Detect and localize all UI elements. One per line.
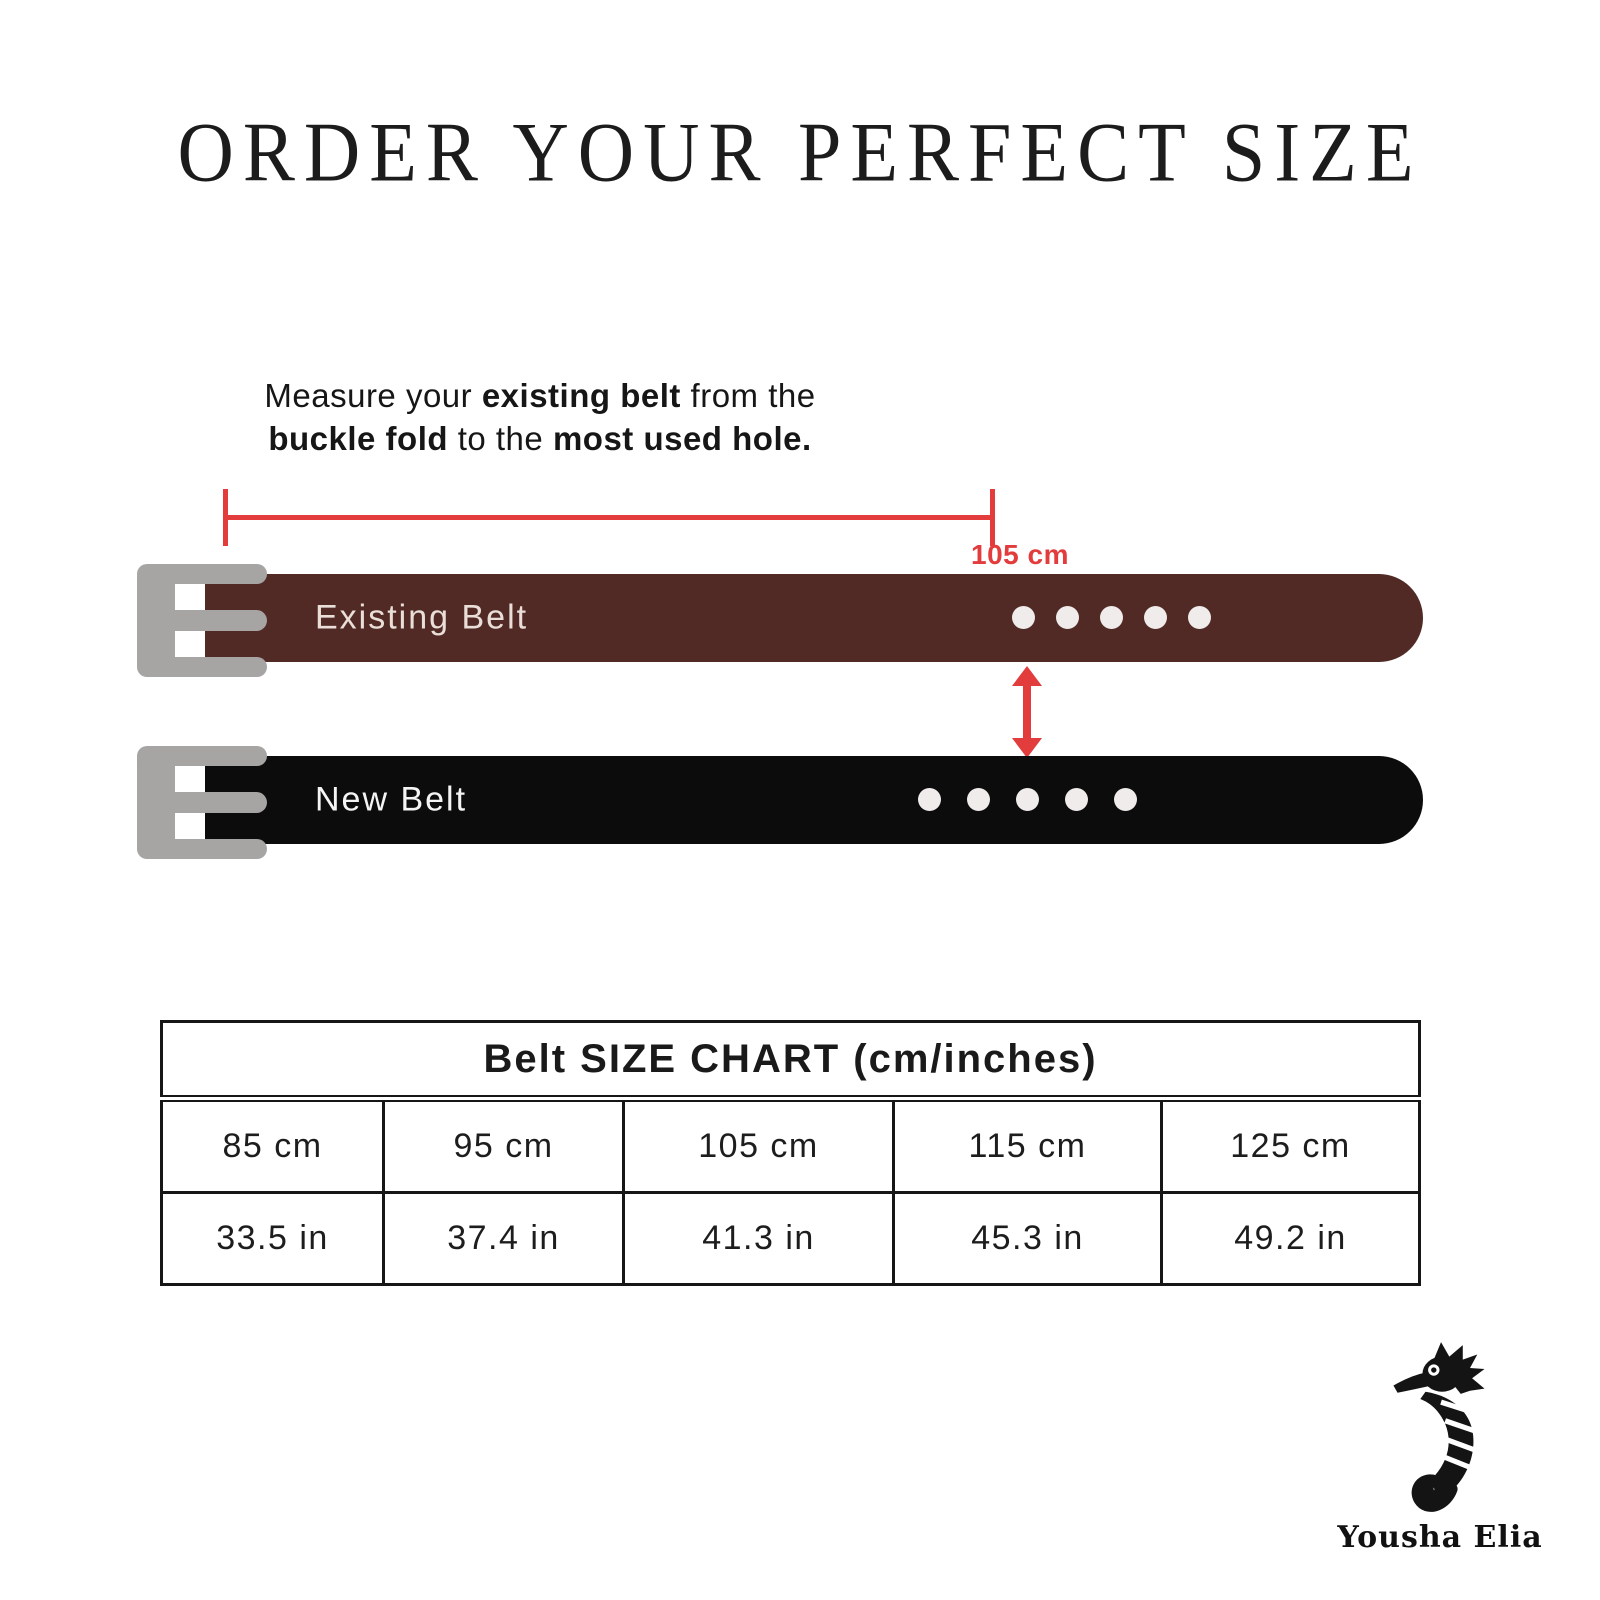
instruction-bold-buckle-fold: buckle fold	[268, 420, 449, 457]
buckle-bottom-bar	[137, 839, 267, 859]
instruction-text: Measure your	[264, 377, 482, 414]
arrow-head-down	[1012, 738, 1042, 758]
size-cell-inches: 33.5 in	[160, 1191, 385, 1286]
buckle-top-bar	[137, 564, 267, 584]
belt-hole	[1144, 606, 1167, 629]
buckle-top-bar	[137, 746, 267, 766]
belt-hole	[1100, 606, 1123, 629]
measurement-value: 105 cm	[971, 539, 1069, 570]
size-cell-cm: 115 cm	[892, 1097, 1163, 1194]
size-cell-cm: 125 cm	[1159, 1097, 1422, 1194]
buckle-bottom-bar	[137, 657, 267, 677]
size-cell-cm: 85 cm	[160, 1097, 385, 1194]
measurement-tick-right	[990, 489, 995, 546]
new-belt-label: New Belt	[315, 780, 468, 819]
size-cell-cm: 95 cm	[382, 1097, 625, 1194]
size-chart-header-row: Belt SIZE CHART (cm/inches)	[159, 1020, 1422, 1102]
belt-hole	[1056, 606, 1079, 629]
brand-name: Yousha Elia	[1337, 1520, 1543, 1555]
new-belt-holes	[918, 788, 1137, 811]
size-cell-inches: 41.3 in	[622, 1191, 895, 1286]
size-cell-inches: 37.4 in	[382, 1191, 625, 1286]
instruction-bold-most-used-hole: most used hole.	[552, 420, 812, 457]
size-chart-table: Belt SIZE CHART (cm/inches) 85 cm 95 cm …	[159, 1020, 1422, 1286]
size-chart-title: Belt SIZE CHART (cm/inches)	[159, 1020, 1422, 1102]
existing-belt-label: Existing Belt	[315, 598, 529, 637]
existing-belt-holes	[1012, 606, 1211, 629]
belt-hole	[1188, 606, 1211, 629]
belt-hole	[1114, 788, 1137, 811]
size-cell-inches: 49.2 in	[1159, 1191, 1422, 1286]
brand-logo: Yousha Elia	[1335, 1340, 1545, 1555]
belt-hole	[1065, 788, 1088, 811]
size-cell-cm: 105 cm	[622, 1097, 895, 1194]
belt-hole	[967, 788, 990, 811]
existing-belt-buckle-icon	[137, 564, 267, 677]
new-belt-buckle-icon	[137, 746, 267, 859]
page-title: ORDER YOUR PERFECT SIZE	[177, 105, 1423, 200]
buckle-prong	[137, 610, 267, 631]
instruction-text: from the	[680, 377, 816, 414]
hole-alignment-arrow-icon	[1012, 666, 1042, 758]
buckle-prong	[137, 792, 267, 813]
arrow-head-up	[1012, 666, 1042, 686]
existing-belt-strap: Existing Belt	[205, 574, 1423, 662]
instruction-text: to the	[448, 420, 553, 457]
measure-instruction: Measure your existing belt from the buckl…	[0, 374, 1080, 460]
size-chart-cm-row: 85 cm 95 cm 105 cm 115 cm 125 cm	[160, 1097, 1422, 1194]
seahorse-icon	[1393, 1342, 1485, 1512]
belt-hole	[918, 788, 941, 811]
belt-hole	[1016, 788, 1039, 811]
instruction-bold-existing-belt: existing belt	[481, 377, 681, 414]
size-chart-inches-row: 33.5 in 37.4 in 41.3 in 45.3 in 49.2 in	[160, 1191, 1422, 1286]
new-belt-strap: New Belt	[205, 756, 1423, 844]
arrow-shaft	[1023, 679, 1031, 745]
belt-hole	[1012, 606, 1035, 629]
size-cell-inches: 45.3 in	[892, 1191, 1163, 1286]
measurement-tick-left	[223, 489, 228, 546]
measurement-line	[223, 489, 995, 546]
